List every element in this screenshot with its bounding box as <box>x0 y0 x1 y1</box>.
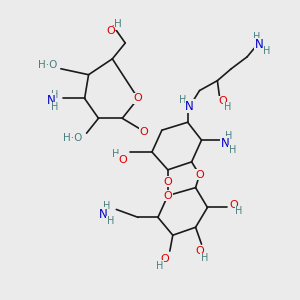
Text: O: O <box>195 246 204 256</box>
Text: O: O <box>230 200 239 211</box>
Text: H: H <box>156 261 164 271</box>
Text: H: H <box>51 102 58 112</box>
Text: H: H <box>112 149 119 159</box>
Text: H·O: H·O <box>38 60 58 70</box>
Text: O: O <box>164 177 172 187</box>
Text: H: H <box>263 46 271 56</box>
Text: H·O: H·O <box>63 133 83 143</box>
Text: O: O <box>195 170 204 180</box>
Text: O: O <box>106 26 115 36</box>
Text: O: O <box>140 127 148 137</box>
Text: O: O <box>164 190 172 201</box>
Text: H: H <box>229 145 236 155</box>
Text: N: N <box>255 38 263 52</box>
Text: H: H <box>179 95 186 106</box>
Text: H: H <box>107 216 114 226</box>
Text: H: H <box>236 206 243 216</box>
Text: H: H <box>114 19 122 29</box>
Text: O: O <box>134 94 142 103</box>
Text: H: H <box>253 32 261 42</box>
Text: H: H <box>51 89 58 100</box>
Text: N: N <box>46 94 55 107</box>
Text: H: H <box>103 202 110 212</box>
Text: O: O <box>160 254 169 264</box>
Text: O: O <box>118 155 127 165</box>
Text: O: O <box>218 97 227 106</box>
Text: N: N <box>99 208 108 221</box>
Text: H: H <box>201 253 208 263</box>
Text: N: N <box>221 136 230 150</box>
Text: H: H <box>225 131 232 141</box>
Text: H: H <box>224 102 231 112</box>
Text: N: N <box>185 100 194 113</box>
